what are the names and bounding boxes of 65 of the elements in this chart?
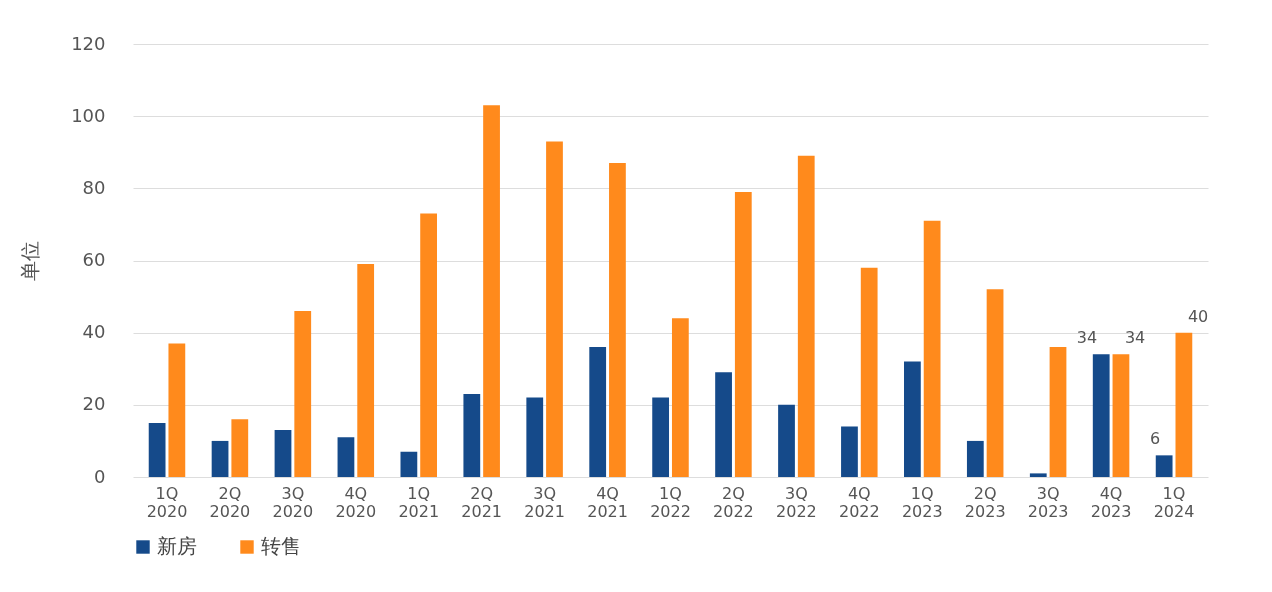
bar [1049, 347, 1067, 477]
bar [526, 397, 544, 477]
bar [1029, 473, 1047, 477]
bar [671, 318, 689, 477]
legend-label: 新房 [157, 534, 197, 558]
bar [231, 419, 249, 477]
data-label: 40 [1187, 306, 1209, 326]
bar [1092, 354, 1110, 477]
y-tick-label: 0 [94, 465, 106, 487]
bar [400, 451, 418, 477]
x-tick-label: 1Q 2024 [1153, 483, 1195, 521]
x-tick-label: 2Q 2021 [461, 483, 503, 521]
bar [211, 440, 229, 477]
x-tick-label: 2Q 2020 [209, 483, 251, 521]
x-tick-label: 3Q 2021 [524, 483, 565, 521]
bar [652, 397, 670, 477]
bar [734, 191, 752, 477]
data-label: 6 [1149, 429, 1161, 449]
data-label: 34 [1124, 328, 1146, 348]
bar [1155, 455, 1173, 477]
bar [841, 426, 858, 477]
x-tick-label: 4Q 2023 [1090, 483, 1132, 521]
bar [778, 404, 795, 477]
bar [923, 220, 941, 477]
bar [420, 213, 437, 477]
x-tick-label: 4Q 2020 [335, 483, 377, 521]
y-tick-label: 60 [82, 249, 106, 270]
bar [148, 422, 166, 477]
y-tick-label: 20 [82, 393, 106, 415]
x-tick-label: 1Q 2021 [398, 483, 440, 521]
bar [715, 372, 732, 477]
x-tick-label: 1Q 2023 [901, 483, 943, 521]
bar [483, 105, 500, 477]
bar [1175, 332, 1193, 477]
x-tick-label: 4Q 2021 [587, 483, 628, 521]
bar [860, 267, 878, 477]
bar [797, 155, 815, 477]
bar [966, 440, 984, 477]
bar [609, 163, 626, 477]
bar [274, 430, 292, 477]
bar [904, 361, 921, 477]
y-tick-label: 120 [71, 32, 106, 54]
x-tick-label: 3Q 2023 [1027, 483, 1069, 521]
bar [337, 437, 355, 477]
x-tick-label: 1Q 2020 [146, 483, 188, 521]
bar [986, 289, 1004, 477]
bar [1112, 354, 1130, 477]
y-axis-title: 单位 [18, 241, 43, 281]
bar [168, 343, 186, 477]
bar [463, 394, 481, 477]
x-tick-label: 2Q 2023 [964, 483, 1006, 521]
y-tick-label: 80 [82, 176, 106, 198]
x-tick-label: 3Q 2020 [272, 483, 314, 521]
bar [589, 347, 607, 477]
x-tick-label: 1Q 2022 [650, 483, 691, 521]
x-tick-label: 3Q 2022 [776, 483, 817, 521]
legend-label: 转售 [261, 534, 301, 558]
x-tick-label: 2Q 2022 [713, 483, 754, 521]
data-label: 34 [1076, 328, 1098, 348]
y-tick-label: 40 [82, 321, 106, 343]
bar [294, 311, 312, 477]
x-tick-label: 4Q 2022 [838, 483, 880, 521]
y-tick-label: 100 [71, 104, 106, 126]
bar [546, 141, 563, 477]
bar [357, 264, 375, 477]
